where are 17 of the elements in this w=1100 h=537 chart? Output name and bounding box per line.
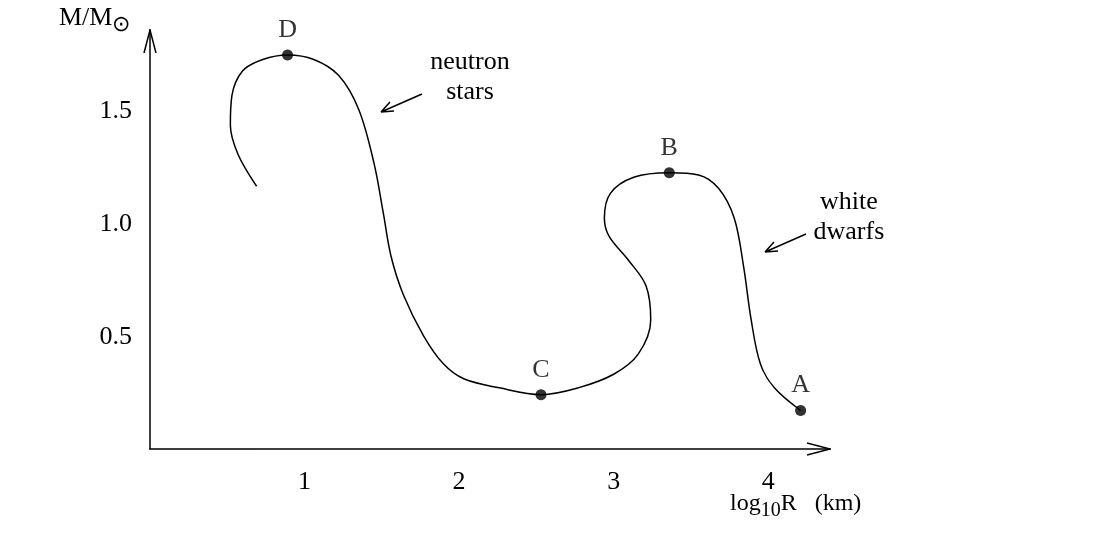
- point: [795, 405, 807, 416]
- x-tick-label: 3: [607, 465, 621, 495]
- point: [663, 167, 675, 179]
- y-tick-label: 1.5: [99, 94, 132, 124]
- point: [535, 389, 547, 401]
- x-tick-label: 2: [452, 465, 466, 495]
- y-tick-label: 0.5: [99, 321, 132, 351]
- annotation: white dwarfs: [813, 186, 885, 246]
- y-axis-title: M/M$_{⊙}$: [59, 2, 131, 38]
- point: [282, 49, 294, 61]
- data-label: B: [660, 131, 678, 161]
- data-label: D: [278, 13, 297, 43]
- data-label: C: [532, 353, 550, 383]
- x-tick-label: 1: [298, 465, 312, 495]
- y-tick-label: 1.0: [99, 208, 132, 238]
- data-label: A: [791, 369, 811, 399]
- annotation: neutron stars: [430, 45, 510, 106]
